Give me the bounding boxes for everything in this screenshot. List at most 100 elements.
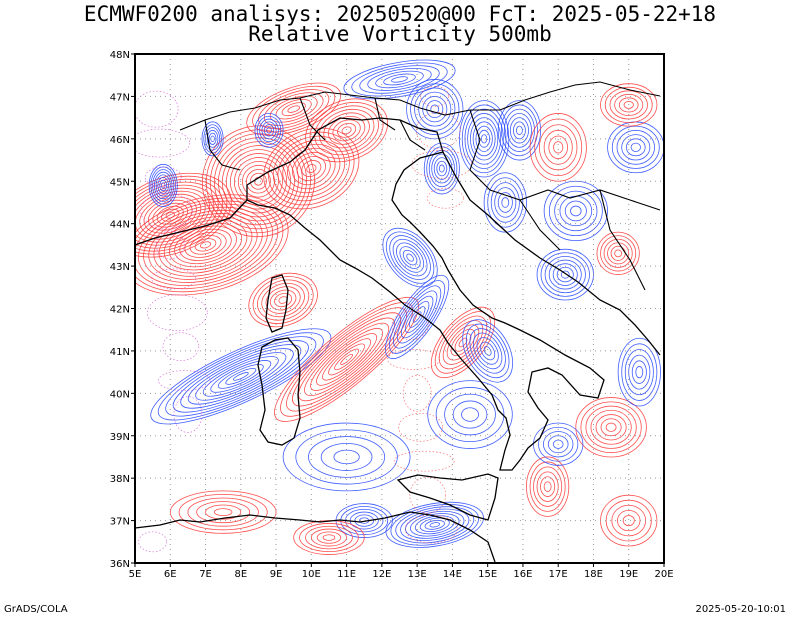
x-tick-label: 10E (302, 569, 321, 580)
negative-vorticity-contour (538, 426, 579, 462)
positive-vorticity-contour (316, 333, 378, 386)
y-tick-label: 38N (110, 474, 130, 485)
x-tick-label: 20E (654, 569, 673, 580)
zero-contour (162, 332, 200, 362)
zero-contour (155, 230, 185, 260)
negative-vorticity-contour (400, 295, 434, 339)
positive-vorticity-contour (135, 190, 206, 240)
positive-vorticity-contour (213, 137, 303, 226)
negative-vorticity-contour (430, 104, 440, 114)
negative-vorticity-contour (435, 387, 505, 443)
zero-contour (391, 311, 429, 340)
positive-vorticity-contour (248, 272, 318, 328)
positive-vorticity-contour (322, 534, 336, 541)
positive-vorticity-contour (305, 98, 389, 163)
negative-vorticity-contour (427, 380, 513, 449)
positive-vorticity-contour (318, 108, 375, 152)
positive-vorticity-contour (323, 112, 370, 149)
negative-vorticity-contour (232, 372, 249, 381)
negative-vorticity-contour (406, 79, 464, 140)
negative-vorticity-contour (611, 125, 660, 169)
positive-vorticity-contour (148, 199, 193, 231)
negative-vorticity-contour (469, 328, 506, 374)
negative-vorticity-contour (624, 349, 654, 396)
negative-vorticity-contour (570, 205, 582, 217)
negative-vorticity-contour (424, 519, 445, 530)
negative-vorticity-contour (544, 255, 586, 294)
positive-vorticity-contour (287, 105, 300, 113)
negative-vorticity-contour (408, 306, 426, 328)
negative-vorticity-contour (564, 200, 587, 222)
negative-vorticity-contour (414, 87, 456, 131)
negative-vorticity-contour (543, 431, 574, 458)
negative-vorticity-contour (359, 65, 440, 94)
negative-vorticity-contour (225, 368, 257, 385)
alpine-borders (179, 81, 661, 291)
negative-vorticity-contour (476, 337, 499, 365)
negative-vorticity-contour (400, 508, 470, 541)
negative-vorticity-contour (621, 134, 651, 161)
positive-vorticity-contour (529, 461, 566, 512)
negative-vorticity-contour (412, 311, 422, 323)
x-tick-label: 5E (129, 569, 142, 580)
positive-vorticity-contour (187, 497, 259, 527)
positive-vorticity-contour (194, 238, 217, 252)
positive-vorticity-contour (299, 523, 359, 553)
positive-vorticity-contour (600, 83, 658, 127)
negative-vorticity-contour (548, 185, 603, 237)
vorticity-contours (135, 59, 664, 555)
negative-vorticity-contour (395, 506, 475, 544)
negative-vorticity-contour (157, 177, 169, 194)
negative-vorticity-contour (402, 249, 418, 266)
positive-vorticity-contour (526, 456, 570, 517)
positive-vorticity-contour (226, 149, 291, 214)
positive-vorticity-contour (281, 102, 306, 117)
positive-vorticity-contour (328, 343, 366, 376)
negative-vorticity-contour (385, 501, 484, 548)
positive-vorticity-contour (258, 89, 330, 130)
negative-vorticity-contour (150, 328, 332, 425)
zero-contour (138, 531, 167, 553)
zero-contour (398, 412, 444, 442)
negative-vorticity-contour (438, 164, 445, 173)
zero-contour (402, 374, 432, 412)
positive-vorticity-contour (252, 276, 314, 324)
positive-vorticity-contour (442, 320, 484, 365)
zero-contour (387, 349, 440, 370)
negative-vorticity-contour (148, 163, 178, 208)
negative-vorticity-contour (161, 182, 166, 189)
positive-vorticity-contour (179, 228, 232, 261)
negative-vorticity-contour (354, 514, 375, 527)
positive-vorticity-contour (529, 113, 587, 182)
negative-vorticity-contour (259, 118, 279, 143)
positive-vorticity-contour (536, 471, 559, 502)
negative-vorticity-contour (393, 285, 442, 349)
negative-vorticity-contour (501, 197, 510, 208)
negative-vorticity-contour (180, 344, 302, 409)
negative-vorticity-contour (256, 115, 282, 145)
y-tick-label: 42N (110, 305, 130, 316)
zero-contour (173, 396, 203, 433)
positive-vorticity-contour (246, 82, 342, 136)
positive-vorticity-contour (291, 151, 331, 186)
negative-vorticity-contour (635, 366, 644, 379)
negative-vorticity-contour (497, 100, 542, 161)
negative-vorticity-contour (478, 129, 491, 148)
negative-vorticity-contour (155, 174, 171, 197)
negative-vorticity-contour (480, 341, 496, 361)
positive-vorticity-contour (189, 235, 222, 255)
x-tick-label: 16E (513, 569, 532, 580)
positive-vorticity-contour (540, 476, 556, 497)
positive-vorticity-contour (199, 241, 212, 249)
negative-vorticity-contour (172, 340, 309, 413)
positive-vorticity-contour (153, 213, 258, 277)
negative-vorticity-contour (351, 62, 448, 97)
positive-vorticity-contour (237, 161, 279, 202)
positive-vorticity-contour (334, 348, 360, 371)
positive-vorticity-contour (600, 235, 637, 272)
y-tick-label: 48N (110, 50, 130, 61)
negative-vorticity-contour (157, 332, 324, 421)
negative-vorticity-contour (159, 179, 168, 192)
positive-vorticity-contour (600, 418, 622, 437)
negative-vorticity-contour (392, 238, 428, 277)
